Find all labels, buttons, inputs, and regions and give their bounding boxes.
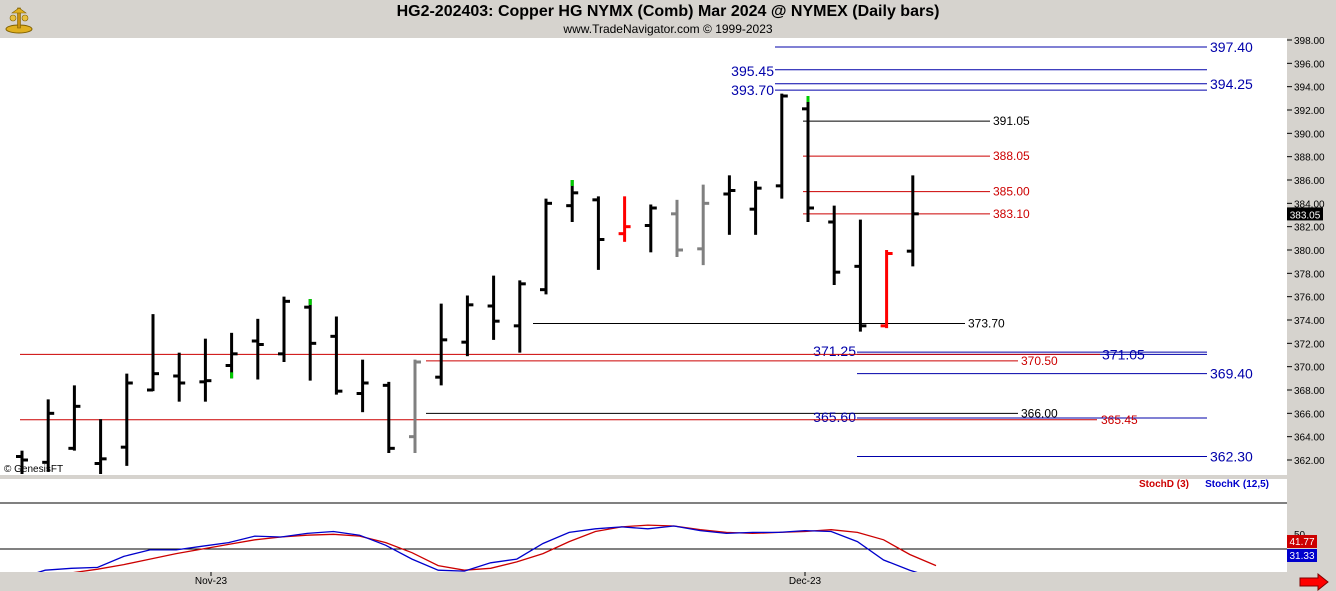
ohlc-bar [304,299,317,381]
last-price-label: 383.05 [1290,210,1321,221]
ohlc-bar [906,175,919,267]
stochastic-lines [18,524,937,582]
price-tick-label: 378.00 [1294,269,1325,280]
price-tick-label: 394.00 [1294,83,1325,94]
price-tick-label: 390.00 [1294,129,1325,140]
ohlc-bar [461,295,474,357]
price-tick-label: 398.00 [1294,36,1325,47]
ohlc-bar [409,359,421,453]
last-price-marker: 383.05 [1287,207,1323,221]
level-label: 388.05 [993,149,1030,163]
price-axis-ticks: 362.00 364.00 366.00 368.00 370.00 372.00 374.… [1287,36,1325,467]
price-bars [16,93,919,474]
ohlc-bar [16,450,28,474]
price-tick-label: 382.00 [1294,223,1325,234]
chart-title: HG2-202403: Copper HG NYMX (Comb) Mar 20… [396,3,940,20]
price-tick-label: 380.00 [1294,246,1325,257]
level-label: 373.70 [968,317,1005,331]
legend-stochd: StochD (3) [1139,479,1189,490]
level-label: 395.45 [731,63,774,79]
ohlc-bar [94,419,107,474]
stoch-last-label: 41.77 [1289,537,1314,548]
chart-subtitle: www.TradeNavigator.com © 1999-2023 [563,22,773,36]
level-label: 393.70 [731,82,774,98]
trade-navigator-logo-icon [5,7,33,34]
price-tick-label: 392.00 [1294,106,1325,117]
stochastic-last-values: 41.77 31.33 [1287,535,1317,562]
ohlc-bar [854,219,867,332]
level-label: 383.10 [993,207,1030,221]
level-label: 369.40 [1210,366,1253,382]
ohlc-bar [278,296,290,362]
stoch-last-box [1287,549,1317,562]
ohlc-bar [435,303,448,386]
price-tick-label: 386.00 [1294,176,1325,187]
legend-stochk: StochK (12,5) [1205,479,1269,490]
stoch-last-label: 31.33 [1289,551,1314,562]
level-label: 365.60 [813,409,856,425]
ohlc-bar [42,399,55,472]
ohlc-bar [120,373,133,466]
price-plot-area [0,38,1287,475]
ohlc-bar [802,96,814,222]
level-label: 385.00 [993,185,1030,199]
price-tick-label: 370.00 [1294,363,1325,374]
ohlc-bar [880,250,893,329]
time-tick-label: Nov-23 [195,576,228,587]
ohlc-bar [540,198,552,295]
stoch-last-box [1287,535,1317,548]
ohlc-bar [592,196,605,270]
level-label: 371.25 [813,343,856,359]
ohlc-bar [330,316,343,395]
ohlc-bar [618,196,631,242]
price-tick-label: 368.00 [1294,386,1325,397]
chart-header: HG2-202403: Copper HG NYMX (Comb) Mar 20… [0,0,1336,38]
scroll-right-arrow-icon[interactable] [1299,572,1329,591]
level-label: 362.30 [1210,449,1253,465]
ohlc-bar [487,275,500,340]
price-tick-label: 376.00 [1294,293,1325,304]
ohlc-bar [775,93,788,199]
price-tick-label: 372.00 [1294,339,1325,350]
level-label: 371.05 [1102,346,1145,362]
ohlc-bar [671,199,683,257]
ohlc-bar [68,385,81,451]
time-axis-ticks: Nov-23 Dec-23 [195,572,822,587]
level-label: 366.00 [1021,406,1058,420]
ohlc-bar [749,181,762,235]
ohlc-bar [225,332,238,379]
level-label: 370.50 [1021,354,1058,368]
time-tick-label: Dec-23 [789,576,822,587]
level-label: 397.40 [1210,39,1253,55]
ohlc-bar [199,338,212,402]
price-tick-label: 396.00 [1294,59,1325,70]
price-tick-label: 388.00 [1294,153,1325,164]
time-axis [0,572,1336,591]
level-label: 394.25 [1210,76,1253,92]
ohlc-bar [356,359,369,413]
ohlc-bar [251,318,264,380]
watermark: © GenesisFT [4,464,63,475]
ohlc-bar [147,314,159,392]
ohlc-bar [173,352,186,402]
stochk-line [18,525,937,580]
ohlc-bar [644,204,657,253]
level-label: 391.05 [993,114,1030,128]
level-label: 365.45 [1101,413,1138,427]
price-tick-label: 374.00 [1294,316,1325,327]
ohlc-bar [723,175,736,235]
ohlc-bar [382,381,395,453]
ohlc-bar [828,205,841,285]
price-tick-label: 362.00 [1294,456,1325,467]
ohlc-bar [697,184,710,266]
price-tick-label: 384.00 [1294,199,1325,210]
ohlc-bar [513,280,526,353]
price-axis [1287,38,1336,475]
price-tick-label: 364.00 [1294,433,1325,444]
price-tick-label: 366.00 [1294,409,1325,420]
ohlc-bar [566,180,579,222]
